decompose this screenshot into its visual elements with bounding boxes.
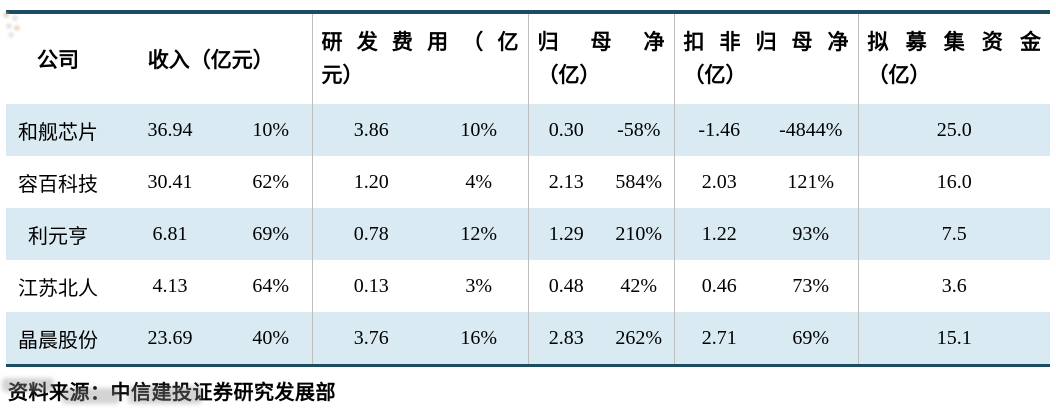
col-header-raise-line2: （亿） bbox=[867, 63, 931, 87]
nonrec-growth-cell: -4844% bbox=[764, 104, 858, 156]
table-row: 利元亨 6.81 69% 0.78 12% 1.29 210% 1.22 93%… bbox=[6, 208, 1050, 260]
nonrec-profit-cell: 2.71 bbox=[673, 312, 764, 366]
rd-growth-cell: 12% bbox=[430, 208, 528, 260]
fundraising-cell: 16.0 bbox=[857, 156, 1050, 208]
col-header-fundraising: 拟募集资金 （亿） bbox=[857, 12, 1050, 104]
fundraising-cell: 7.5 bbox=[857, 208, 1050, 260]
net-profit-growth-cell: 584% bbox=[615, 170, 663, 193]
net-profit-growth-cell: 262% bbox=[604, 312, 674, 366]
nonrec-growth-cell: 69% bbox=[764, 312, 858, 366]
col-header-rd-expense: 研发费用（亿 元） bbox=[311, 12, 528, 104]
net-profit-growth-cell: 42% bbox=[620, 274, 658, 297]
col-header-nonrec-line1: 扣非归母净 bbox=[683, 31, 849, 55]
nonrec-profit-cell: 1.22 bbox=[673, 208, 764, 260]
col-header-rd-line2: 元） bbox=[321, 63, 364, 87]
rd-growth-cell: 4% bbox=[465, 170, 493, 193]
company-name-cell: 和舰芯片 bbox=[6, 104, 110, 156]
nonrec-growth-cell: 93% bbox=[764, 208, 858, 260]
rd-expense-cell: 3.86 bbox=[311, 104, 430, 156]
fundraising-cell: 15.1 bbox=[857, 312, 1050, 366]
table-row: 容百科技 30.41 62% 1.20 4% 2.13 584% 2.03 12… bbox=[6, 156, 1050, 208]
nonrec-profit-cell: -1.46 bbox=[673, 104, 764, 156]
col-header-nonrecurring-profit: 扣非归母净 （亿） bbox=[673, 12, 858, 104]
revenue-growth-cell: 64% bbox=[252, 274, 290, 297]
rd-expense-cell: 0.13 bbox=[311, 260, 430, 312]
net-profit-cell: 2.83 bbox=[527, 312, 604, 366]
revenue-cell: 36.94 bbox=[110, 104, 230, 156]
table-row: 晶晨股份 23.69 40% 3.76 16% 2.83 262% 2.71 6… bbox=[6, 312, 1050, 366]
table-row: 和舰芯片 36.94 10% 3.86 10% 0.30 -58% -1.46 … bbox=[6, 104, 1050, 156]
revenue-cell: 4.13 bbox=[152, 274, 188, 297]
rd-growth-cell: 10% bbox=[430, 104, 528, 156]
source-note: 资料来源：中信建投证券研究发展部 bbox=[8, 382, 336, 404]
nonrec-profit-cell: 0.46 bbox=[673, 260, 764, 312]
col-header-rd-line1: 研发费用（亿 bbox=[321, 31, 519, 55]
nonrec-profit-cell: 2.03 bbox=[673, 156, 764, 208]
header-row: 公司 收入（亿元） 研发费用（亿 元） 归母净 （亿） 扣非归母净 （亿） 拟募… bbox=[6, 12, 1050, 104]
net-profit-growth-cell: 210% bbox=[604, 208, 674, 260]
col-header-raise-line1: 拟募集资金 bbox=[867, 31, 1042, 55]
table-row: 江苏北人 4.13 64% 0.13 3% 0.48 42% 0.46 73% … bbox=[6, 260, 1050, 312]
col-header-np-line2: （亿） bbox=[537, 63, 601, 87]
revenue-growth-cell: 69% bbox=[230, 208, 312, 260]
rd-growth-cell: 16% bbox=[430, 312, 528, 366]
rd-expense-cell: 3.76 bbox=[311, 312, 430, 366]
company-name-cell: 利元亨 bbox=[6, 208, 110, 260]
revenue-growth-cell: 40% bbox=[230, 312, 312, 366]
rd-expense-cell: 1.20 bbox=[311, 156, 430, 208]
company-name-cell: 江苏北人 bbox=[18, 277, 98, 300]
company-financials-table: 公司 收入（亿元） 研发费用（亿 元） 归母净 （亿） 扣非归母净 （亿） 拟募… bbox=[6, 10, 1050, 367]
revenue-cell: 30.41 bbox=[147, 170, 193, 193]
company-name-cell: 容百科技 bbox=[18, 173, 98, 196]
fundraising-cell: 3.6 bbox=[857, 260, 1050, 312]
net-profit-cell: 2.13 bbox=[527, 156, 604, 208]
col-header-np-line1: 归母净 bbox=[537, 31, 665, 55]
net-profit-cell: 0.30 bbox=[527, 104, 604, 156]
net-profit-cell: 0.48 bbox=[527, 260, 604, 312]
col-header-company: 公司 bbox=[6, 12, 110, 104]
col-header-nonrec-line2: （亿） bbox=[683, 63, 747, 87]
nonrec-growth-cell: 121% bbox=[787, 170, 835, 193]
net-profit-cell: 1.29 bbox=[527, 208, 604, 260]
report-table-page: 公司 收入（亿元） 研发费用（亿 元） 归母净 （亿） 扣非归母净 （亿） 拟募… bbox=[0, 10, 1056, 416]
company-name-cell: 晶晨股份 bbox=[6, 312, 110, 366]
col-header-net-profit: 归母净 （亿） bbox=[527, 12, 674, 104]
revenue-growth-cell: 62% bbox=[252, 170, 290, 193]
fundraising-cell: 25.0 bbox=[857, 104, 1050, 156]
revenue-growth-cell: 10% bbox=[230, 104, 312, 156]
revenue-cell: 23.69 bbox=[110, 312, 230, 366]
net-profit-growth-cell: -58% bbox=[604, 104, 674, 156]
rd-growth-cell: 3% bbox=[465, 274, 493, 297]
revenue-cell: 6.81 bbox=[110, 208, 230, 260]
rd-expense-cell: 0.78 bbox=[311, 208, 430, 260]
col-header-revenue: 收入（亿元） bbox=[110, 12, 312, 104]
nonrec-growth-cell: 73% bbox=[792, 274, 830, 297]
